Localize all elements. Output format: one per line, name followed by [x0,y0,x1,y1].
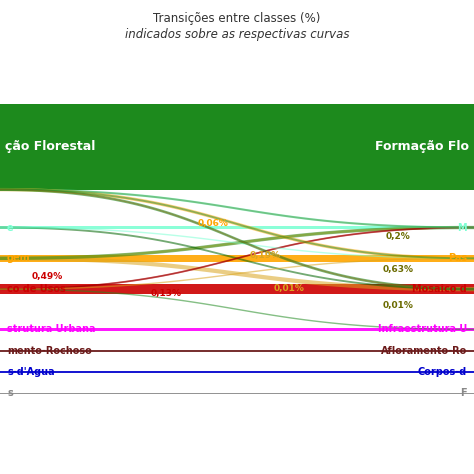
Bar [0,284,474,294]
Polygon shape [0,188,474,291]
Polygon shape [0,258,474,290]
Polygon shape [0,227,474,290]
Text: gem: gem [7,253,31,264]
Text: indicados sobre as respectivas curvas: indicados sobre as respectivas curvas [125,28,349,41]
Text: F: F [460,388,467,399]
Bar [0,371,474,373]
Polygon shape [0,227,474,290]
Text: s: s [7,388,13,399]
Text: Pas: Pas [448,253,467,264]
Polygon shape [0,227,474,259]
Text: 0,13%: 0,13% [150,290,182,298]
Polygon shape [0,189,474,228]
Text: Mosaico d: Mosaico d [412,284,467,294]
Bar [0,350,474,352]
Bar [0,104,474,190]
Bar [0,255,474,262]
Text: 0,63%: 0,63% [383,265,414,273]
Polygon shape [0,227,474,260]
Text: Corpos-d: Corpos-d [418,367,467,377]
Text: 0,06%: 0,06% [198,219,229,228]
Text: 0,49%: 0,49% [32,273,63,281]
Text: e: e [7,222,14,233]
Text: co de Usos: co de Usos [7,284,66,294]
Polygon shape [0,189,474,228]
Bar [0,392,474,394]
Text: mento-Rochoso: mento-Rochoso [7,346,92,356]
Text: 0,2%: 0,2% [386,232,410,240]
Polygon shape [0,227,474,290]
Polygon shape [0,226,474,260]
Polygon shape [0,188,474,260]
Polygon shape [0,288,474,330]
Text: M: M [457,222,467,233]
Text: 0,01%: 0,01% [273,284,305,292]
Polygon shape [0,189,474,259]
Bar [0,226,474,229]
Text: Transições entre classes (%): Transições entre classes (%) [153,12,321,25]
Text: s-d'Agua: s-d'Agua [7,367,55,377]
Text: Afloramento-Ro: Afloramento-Ro [381,346,467,356]
Polygon shape [0,189,474,290]
Text: Formação Flo: Formação Flo [375,140,469,154]
Text: strutura Urbana: strutura Urbana [7,324,96,335]
Text: Infraestrutura U: Infraestrutura U [378,324,467,335]
Text: 0,01%: 0,01% [383,301,414,310]
Text: ção Florestal: ção Florestal [5,140,95,154]
Bar [0,328,474,331]
Polygon shape [0,256,474,291]
Text: 0,19%: 0,19% [250,251,281,259]
